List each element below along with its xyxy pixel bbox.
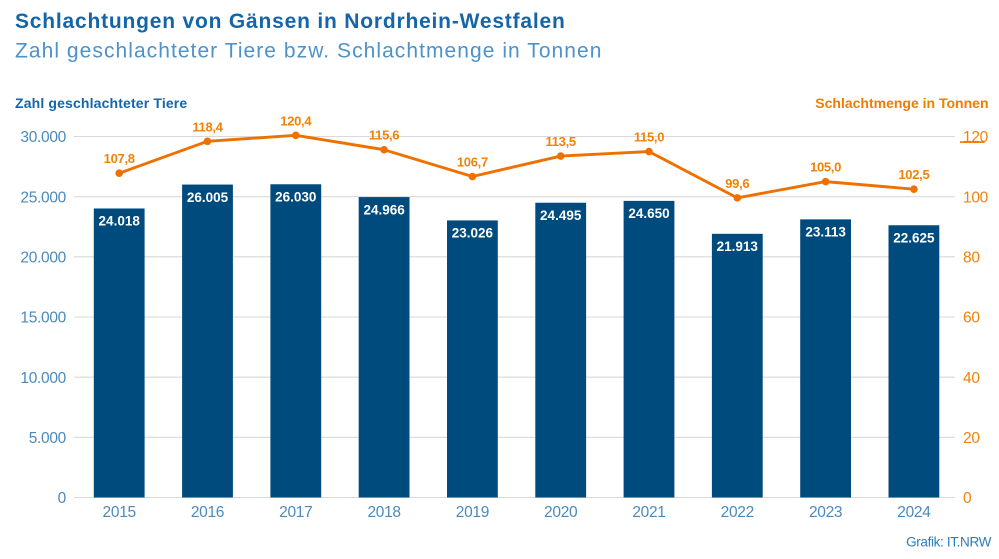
svg-text:Grafik: IT.NRW: Grafik: IT.NRW <box>906 535 991 550</box>
svg-text:107,8: 107,8 <box>104 151 135 166</box>
svg-text:0: 0 <box>963 490 972 507</box>
svg-text:24.018: 24.018 <box>99 214 141 229</box>
svg-text:2020: 2020 <box>544 504 578 521</box>
svg-text:20: 20 <box>963 430 980 447</box>
svg-text:26.030: 26.030 <box>275 189 316 204</box>
svg-text:60: 60 <box>963 310 980 327</box>
svg-text:2016: 2016 <box>191 504 224 521</box>
svg-text:Zahl geschlachteter Tiere: Zahl geschlachteter Tiere <box>15 95 187 111</box>
svg-text:115,6: 115,6 <box>369 128 399 143</box>
svg-text:2024: 2024 <box>897 504 931 521</box>
svg-text:15.000: 15.000 <box>20 310 66 327</box>
svg-text:2018: 2018 <box>367 504 400 521</box>
svg-text:113,5: 113,5 <box>546 134 576 149</box>
svg-text:23.026: 23.026 <box>452 226 494 241</box>
svg-text:23.113: 23.113 <box>805 225 846 240</box>
svg-text:106,7: 106,7 <box>457 155 488 170</box>
svg-text:24.650: 24.650 <box>628 206 669 221</box>
svg-text:115,0: 115,0 <box>634 130 664 145</box>
svg-text:21.913: 21.913 <box>717 239 759 254</box>
svg-text:30.000: 30.000 <box>20 129 66 146</box>
svg-text:80: 80 <box>963 249 980 266</box>
svg-text:40: 40 <box>963 370 980 387</box>
svg-text:2021: 2021 <box>632 504 665 521</box>
svg-text:100: 100 <box>963 189 989 206</box>
svg-text:Schlachtmenge in Tonnen: Schlachtmenge in Tonnen <box>815 95 988 111</box>
svg-text:99,6: 99,6 <box>725 176 749 191</box>
svg-text:120: 120 <box>963 129 989 146</box>
svg-text:26.005: 26.005 <box>187 190 229 205</box>
svg-text:120,4: 120,4 <box>280 113 312 128</box>
svg-text:118,4: 118,4 <box>192 119 223 134</box>
svg-text:102,5: 102,5 <box>898 167 929 182</box>
svg-text:25.000: 25.000 <box>20 189 66 206</box>
svg-text:24.495: 24.495 <box>540 208 582 223</box>
svg-text:20.000: 20.000 <box>20 249 66 266</box>
svg-text:0: 0 <box>58 490 67 507</box>
svg-text:Zahl geschlachteter Tiere bzw.: Zahl geschlachteter Tiere bzw. Schlachtm… <box>15 40 602 63</box>
svg-text:Schlachtungen von Gänsen in No: Schlachtungen von Gänsen in Nordrhein-We… <box>15 10 566 33</box>
svg-text:5.000: 5.000 <box>29 430 67 447</box>
svg-text:2022: 2022 <box>721 504 754 521</box>
svg-text:2017: 2017 <box>279 504 312 521</box>
svg-text:10.000: 10.000 <box>20 370 66 387</box>
svg-text:2023: 2023 <box>809 504 842 521</box>
svg-text:2019: 2019 <box>456 504 489 521</box>
svg-text:24.966: 24.966 <box>363 202 405 217</box>
svg-text:2015: 2015 <box>103 504 136 521</box>
svg-text:22.625: 22.625 <box>893 230 935 245</box>
svg-text:105,0: 105,0 <box>810 160 841 175</box>
